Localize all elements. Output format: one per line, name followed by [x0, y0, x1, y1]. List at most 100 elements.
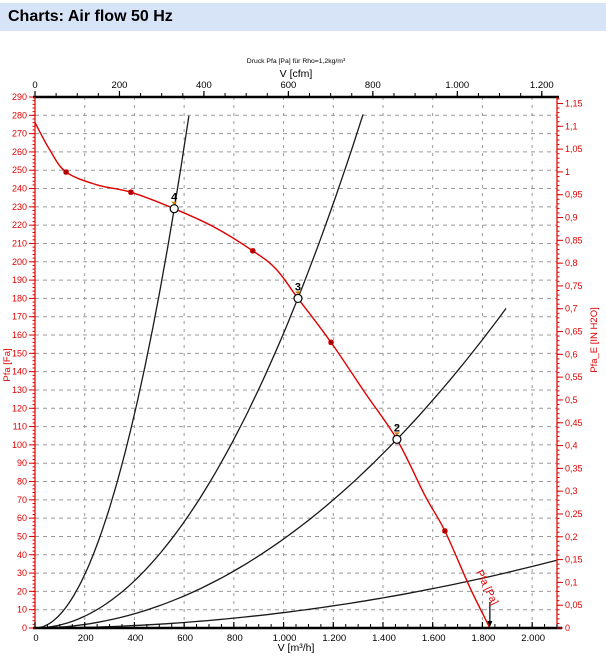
left-axis-tick-label: 120 [12, 403, 27, 413]
left-axis-tick-label: 130 [12, 385, 27, 395]
right-axis-tick-label: 0,7 [565, 304, 578, 314]
right-axis-tick-label: 0,3 [565, 486, 578, 496]
duty-point-circle-3 [293, 293, 303, 304]
bottom-axis-tick-label: 600 [177, 633, 193, 644]
bottom-axis-tick-label: 1.800 [472, 633, 496, 644]
system-curve-2 [34, 308, 507, 629]
right-axis-tick-label: 0,55 [565, 372, 583, 382]
left-axis-tick-label: 0 [22, 623, 27, 633]
left-axis-tick-label: 280 [12, 110, 27, 120]
bottom-axis-tick-label: 800 [227, 633, 243, 644]
left-axis-tick-label: 200 [12, 257, 27, 267]
chart-note: Druck Pfa [Pa] für Rho=1,2kg/m³ [247, 58, 346, 65]
top-axis-tick-label: 0 [32, 80, 37, 91]
right-axis-tick-label: 1 [565, 167, 570, 177]
left-axis-tick-label: 20 [17, 586, 27, 596]
right-axis-tick-label: 0,95 [565, 190, 583, 200]
left-axis-tick-label: 240 [12, 184, 27, 194]
right-axis-tick-label: 0,45 [565, 418, 583, 428]
top-axis-tick-label: 600 [280, 80, 296, 91]
left-axis-tick-label: 150 [12, 348, 27, 358]
left-axis-tick-label: 180 [12, 293, 27, 303]
bottom-axis-tick-label: 1.000 [273, 633, 297, 644]
left-axis-tick-label: 110 [13, 422, 27, 432]
bottom-axis-tick-label: 1.400 [372, 633, 396, 644]
dot-cross-icon [442, 528, 448, 534]
right-axis-tick-label: 0,8 [565, 258, 578, 268]
right-axis-tick-label: 0,85 [565, 235, 583, 245]
right-axis-tick-label: 0,25 [565, 509, 583, 519]
duty-point-label-3: 3 [295, 281, 301, 293]
left-axis-title: Pfa [Fa] [2, 348, 13, 381]
left-axis-tick-label: 160 [12, 330, 27, 340]
right-axis-title: Pfa_E [IN H2O] [589, 307, 600, 372]
fan-curve-path [34, 122, 491, 629]
left-axis-tick-label: 70 [17, 495, 27, 505]
system-curve-3 [34, 114, 364, 629]
dot-cross-icon [328, 339, 334, 345]
left-axis-tick-label: 170 [12, 312, 27, 322]
left-axis-tick-label: 50 [17, 531, 27, 541]
right-axis-tick-label: 0,75 [565, 281, 583, 291]
bottom-axis-tick-label: 0 [33, 633, 38, 644]
left-axis-tick-label: 80 [17, 477, 27, 487]
fan-curve-end-label: Pfa [Pa] [473, 568, 500, 607]
left-axis-tick-label: 60 [17, 513, 27, 523]
dot-cross-icon [250, 248, 256, 254]
right-axis-tick-label: 0,6 [565, 349, 578, 359]
page-title-bar: Charts: Air flow 50 Hz [0, 3, 606, 31]
bottom-axis-tick-label: 400 [127, 633, 143, 644]
right-axis-tick-label: 0,15 [565, 555, 583, 565]
top-axis-tick-label: 400 [196, 80, 212, 91]
left-axis-tick-label: 90 [17, 458, 27, 468]
left-axis-tick-label: 40 [17, 550, 27, 560]
left-axis-tick-label: 190 [12, 275, 27, 285]
bottom-axis-tick-label: 2.000 [521, 633, 545, 644]
right-axis-tick-label: 0,05 [565, 600, 583, 610]
duty-point-circle-2 [392, 434, 402, 445]
duty-point-label-2: 2 [394, 422, 400, 434]
right-axis-tick-label: 0,4 [565, 441, 578, 451]
left-axis-tick-label: 210 [12, 238, 27, 248]
top-axis-tick-label: 1.200 [530, 80, 554, 91]
left-axis-tick-label: 270 [12, 129, 27, 139]
left-axis-tick-label: 30 [17, 568, 27, 578]
left-axis-tick-label: 250 [12, 165, 27, 175]
right-axis-tick-label: 0,9 [565, 213, 578, 223]
right-axis-tick-label: 1,15 [565, 99, 583, 109]
left-axis-tick-label: 290 [12, 92, 27, 102]
top-axis-title: V [cfm] [280, 68, 313, 80]
bottom-axis-tick-label: 1.200 [322, 633, 346, 644]
duty-point-label-4: 4 [171, 192, 178, 204]
system-curve-4 [34, 115, 190, 629]
left-axis-tick-label: 260 [12, 147, 27, 157]
duty-point-circle-4 [169, 204, 179, 214]
dot-cross-icon [63, 169, 69, 175]
bottom-axis-title: V [m³/h] [278, 642, 315, 654]
right-axis-tick-label: 0 [565, 623, 570, 633]
right-axis-tick-label: 0,1 [565, 577, 578, 587]
bottom-axis-tick-label: 200 [78, 633, 94, 644]
page-title: Charts: Air flow 50 Hz [8, 8, 173, 25]
right-axis-tick-label: 0,35 [565, 463, 583, 473]
right-axis-tick-label: 0,5 [565, 395, 578, 405]
top-axis-tick-label: 200 [112, 80, 128, 91]
left-axis-tick-label: 100 [12, 440, 27, 450]
bottom-axis-tick-label: 1.600 [422, 633, 446, 644]
right-axis-tick-label: 0,2 [565, 532, 578, 542]
left-axis-tick-label: 140 [12, 367, 27, 377]
duty-point-arrow-icon [393, 432, 400, 436]
top-axis-tick-label: 800 [365, 80, 381, 91]
duty-arrow-head-icon [487, 621, 493, 627]
duty-point-arrow-icon [294, 291, 301, 295]
dot-cross-icon [128, 189, 134, 195]
left-axis-tick-label: 220 [12, 220, 27, 230]
right-axis-tick-label: 1,05 [565, 144, 583, 154]
left-axis-tick-label: 230 [12, 202, 27, 212]
top-axis-tick-label: 1.000 [445, 80, 469, 91]
right-axis-tick-label: 0,65 [565, 327, 583, 337]
left-axis-tick-label: 10 [17, 605, 27, 615]
right-axis-tick-label: 1,1 [565, 121, 578, 131]
